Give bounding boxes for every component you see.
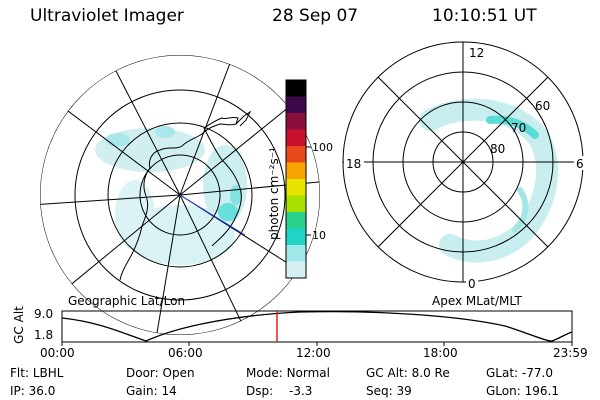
colorbar-band — [286, 179, 306, 196]
altitude-ytick-9: 9.0 — [34, 307, 54, 321]
altitude-curve — [61, 310, 573, 342]
colorbar-band — [286, 162, 306, 180]
colorbar-unit-label: photon cm⁻²s⁻¹ — [267, 147, 281, 240]
mlt-label-6: 6 — [576, 157, 584, 171]
altitude-ytick-1-8: 1.8 — [34, 328, 54, 342]
colorbar-band — [286, 146, 306, 163]
colorbar-band — [286, 80, 306, 97]
info-door: Door: Open — [126, 366, 195, 380]
seq-value: 39 — [396, 384, 412, 398]
altitude-xtick-1800: 18:00 — [423, 346, 458, 360]
altitude-xtick-0600: 06:00 — [168, 346, 203, 360]
colorbar-band — [286, 195, 306, 213]
gain-value: 14 — [161, 384, 177, 398]
colorbar-band — [286, 96, 306, 114]
mode-value: Normal — [286, 366, 330, 380]
geo-panel-caption: Geographic Lat/Lon — [68, 294, 186, 308]
info-ip: IP: 36.0 — [10, 384, 56, 398]
mlt-label-18: 18 — [346, 157, 361, 171]
geographic-map — [40, 55, 320, 335]
colorbar-tick-100: 100 — [312, 141, 333, 154]
mag-panel-caption: Apex MLat/MLT — [432, 294, 522, 308]
terminator-line — [179, 194, 246, 236]
dsp-value: -3.3 — [288, 384, 313, 398]
altitude-xtick-0000: 00:00 — [40, 346, 75, 360]
info-flt: Flt: LBHL — [10, 366, 64, 380]
colorbar-tick-10: 10 — [312, 229, 326, 242]
mlat-label-80: 80 — [490, 142, 505, 156]
info-mode: Mode: Normal — [246, 366, 330, 380]
info-glat: GLat: -77.0 — [486, 366, 553, 380]
gc-alt-value: 8.0 Re — [411, 366, 450, 380]
peninsula-coastline — [235, 110, 252, 127]
colorbar-band — [286, 245, 306, 262]
altitude-xtick-1200: 12:00 — [296, 346, 331, 360]
glon-value: 196.1 — [524, 384, 559, 398]
colorbar-frame — [285, 79, 307, 279]
info-glon: GLon: 196.1 — [486, 384, 559, 398]
info-seq: Seq: 39 — [366, 384, 412, 398]
magnetic-map: 12 18 6 0 60 70 80 — [342, 41, 586, 291]
colorbar: 100 10 photon cm⁻²s⁻¹ — [267, 79, 333, 279]
door-value: Open — [162, 366, 195, 380]
altitude-ylabel: GC Alt — [12, 306, 26, 344]
instrument-title: Ultraviolet Imager — [30, 6, 184, 26]
altitude-plot — [61, 310, 573, 346]
info-gc-alt: GC Alt: 8.0 Re — [366, 366, 450, 380]
mlat-label-60: 60 — [535, 99, 550, 113]
date-label: 28 Sep 07 — [272, 6, 359, 26]
flt-value: LBHL — [32, 366, 64, 380]
colorbar-band — [286, 129, 306, 147]
glat-value: -77.0 — [521, 366, 553, 380]
altitude-plot-frame — [61, 310, 573, 343]
mlt-label-12: 12 — [469, 46, 484, 60]
colorbar-band — [286, 228, 306, 246]
time-label: 10:10:51 UT — [432, 6, 537, 26]
colorbar-gradient — [286, 80, 306, 279]
ip-value: 36.0 — [28, 384, 56, 398]
mlt-label-0: 0 — [468, 277, 476, 291]
colorbar-band — [286, 113, 306, 130]
colorbar-band — [286, 212, 306, 229]
colorbar-band — [286, 261, 306, 279]
info-gain: Gain: 14 — [126, 384, 177, 398]
mag-aurora-oval — [419, 98, 558, 263]
info-dsp: Dsp: -3.3 — [246, 384, 313, 398]
altitude-xtick-2359: 23:59 — [553, 346, 588, 360]
mlat-label-70: 70 — [511, 121, 526, 135]
